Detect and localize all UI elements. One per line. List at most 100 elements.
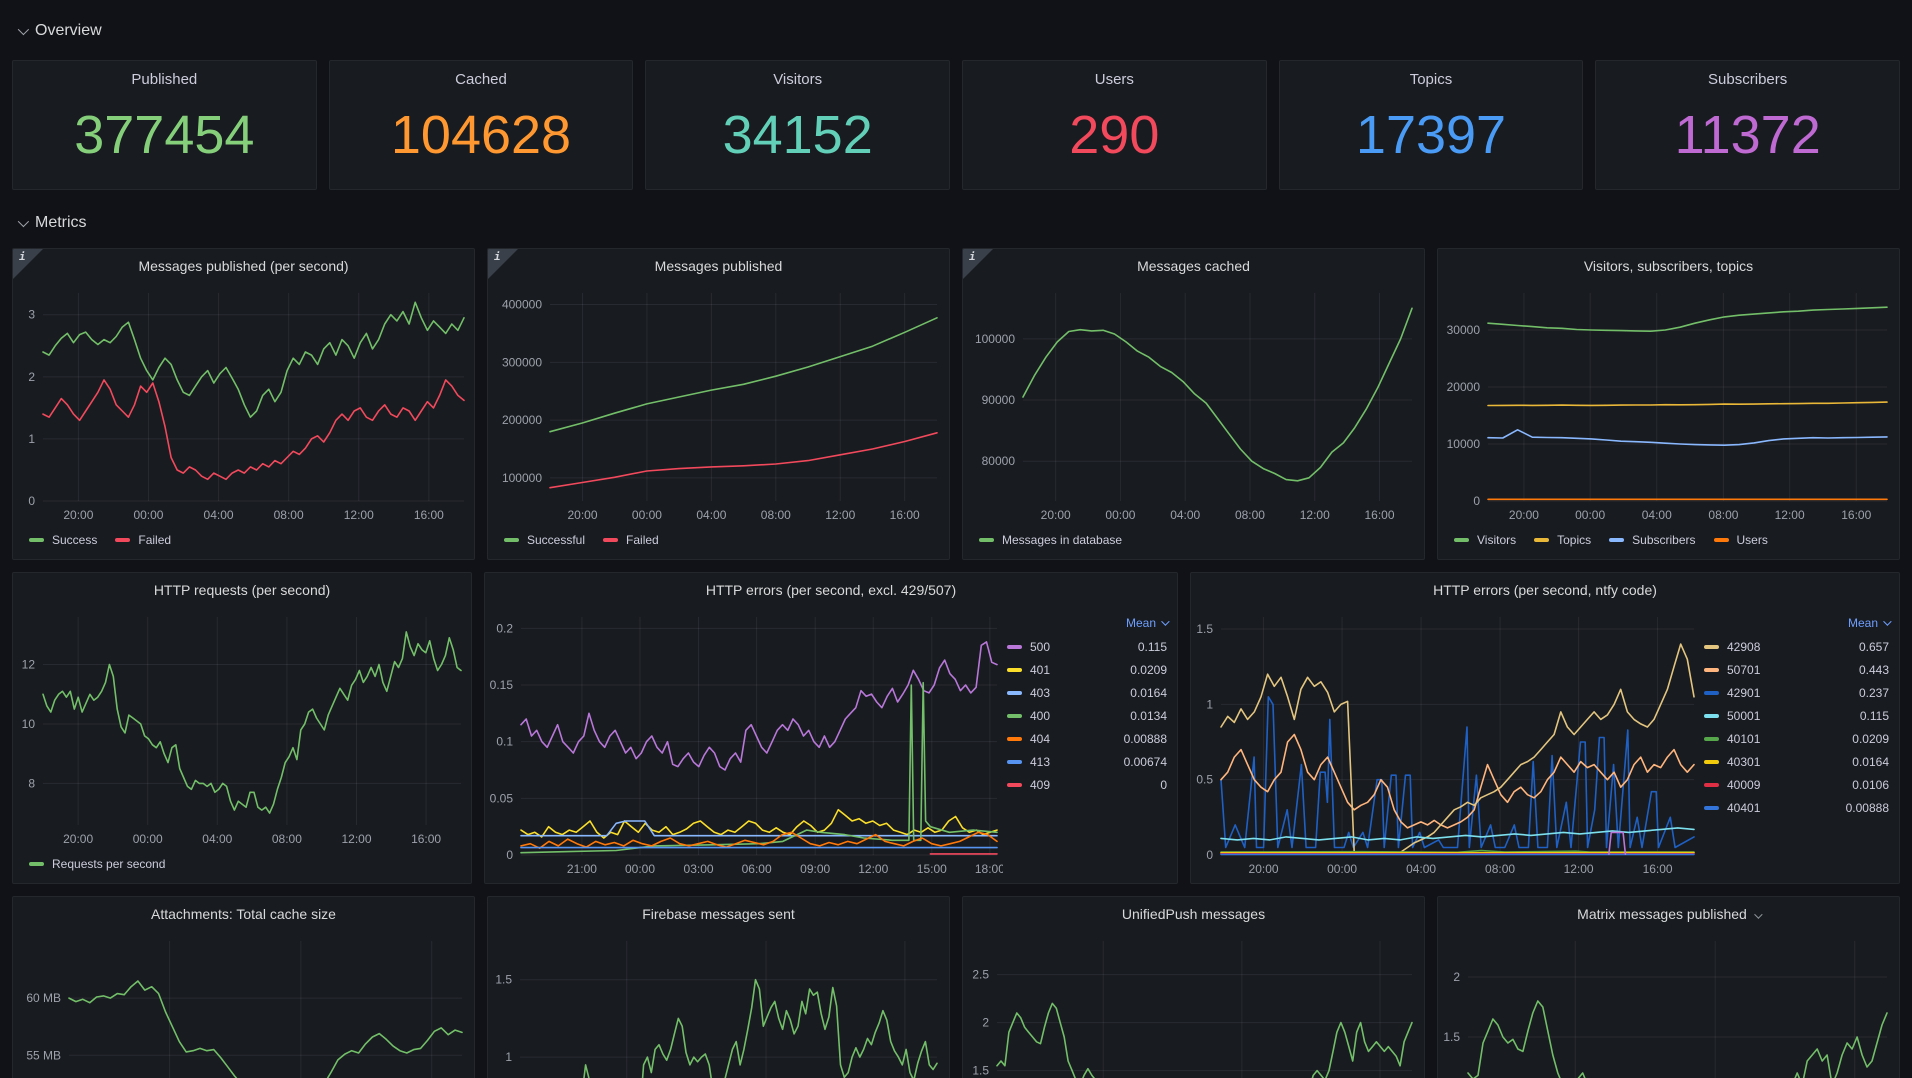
svg-text:08:00: 08:00: [761, 508, 791, 522]
legend-label: 400: [1030, 708, 1051, 723]
panel-title[interactable]: Messages cached: [1137, 258, 1250, 274]
legend-swatch: [1007, 644, 1022, 649]
stat-panel[interactable]: Published 377454: [12, 60, 317, 190]
panel-messages-published: i Messages published 100000 200000 300000 4…: [487, 248, 950, 560]
svg-text:20:00: 20:00: [567, 508, 597, 522]
legend-item[interactable]: Visitors: [1454, 533, 1516, 547]
legend-table-row[interactable]: 40401 0.00888: [1704, 796, 1889, 819]
svg-text:1: 1: [505, 1050, 512, 1064]
legend-table-row[interactable]: 42901 0.237: [1704, 681, 1889, 704]
stat-value: 34152: [722, 104, 873, 165]
legend-swatch: [1534, 538, 1550, 542]
legend-mean-header[interactable]: Mean: [1704, 611, 1892, 635]
stat-title: Subscribers: [1708, 71, 1788, 88]
panel-title[interactable]: HTTP requests (per second): [153, 582, 331, 598]
legend-table-row[interactable]: 40301 0.0164: [1704, 750, 1889, 773]
stat-value: 104628: [390, 104, 572, 165]
legend-mean-header[interactable]: Mean: [1007, 611, 1170, 635]
legend-table-row[interactable]: 50701 0.443: [1704, 658, 1889, 681]
legend-table-row[interactable]: 401 0.0209: [1007, 658, 1167, 681]
svg-text:16:00: 16:00: [1365, 508, 1395, 522]
stat-panel[interactable]: Topics 17397: [1278, 60, 1584, 190]
legend-item[interactable]: Failed: [115, 533, 171, 547]
svg-text:100000: 100000: [975, 332, 1015, 346]
section-metrics-header[interactable]: Metrics: [12, 210, 1900, 236]
svg-text:09:00: 09:00: [800, 862, 830, 876]
time-series-chart[interactable]: 80000 90000 100000 20:00 00:00 04:00 08:00 12:0…: [963, 283, 1424, 527]
legend-table-row[interactable]: 42908 0.657: [1704, 635, 1889, 658]
svg-text:00:00: 00:00: [133, 832, 163, 846]
legend-table-row[interactable]: 50001 0.115: [1704, 704, 1889, 727]
legend-table-row[interactable]: 40101 0.0209: [1704, 727, 1889, 750]
legend-item[interactable]: Failed: [603, 533, 659, 547]
panel-title[interactable]: UnifiedPush messages: [1121, 906, 1266, 922]
svg-text:1: 1: [1206, 697, 1213, 711]
stat-panel[interactable]: Subscribers 11372: [1595, 60, 1900, 190]
svg-text:0: 0: [1473, 494, 1480, 508]
legend-table-row[interactable]: 400 0.0134: [1007, 704, 1167, 727]
legend-label: Failed: [138, 533, 172, 547]
stat-value: 290: [1069, 104, 1160, 165]
legend-table-row[interactable]: 500 0.115: [1007, 635, 1167, 658]
svg-text:60 MB: 60 MB: [26, 991, 61, 1005]
time-series-chart[interactable]: 0 1 2 3 20:00 00:00 04:00 08:00 12:00 16:00: [13, 283, 474, 527]
panel-title[interactable]: HTTP errors (per second, ntfy code): [1433, 582, 1657, 598]
panel-title[interactable]: Firebase messages sent: [642, 906, 795, 922]
legend-item[interactable]: Messages in database: [979, 533, 1122, 547]
legend-mean-value: 0.0209: [1852, 731, 1889, 746]
legend-item[interactable]: Users: [1713, 533, 1768, 547]
legend-swatch: [1007, 736, 1022, 741]
legend-swatch: [1007, 759, 1022, 764]
svg-text:12:00: 12:00: [1300, 508, 1330, 522]
svg-text:16:00: 16:00: [890, 508, 920, 522]
chart-legend: Messages in database: [963, 527, 1424, 559]
panel-title[interactable]: Messages published (per second): [138, 258, 349, 274]
svg-text:1.5: 1.5: [495, 973, 512, 987]
time-series-chart[interactable]: 0 10000 20000 30000 20:00 00:00 04:00 08:00 12:0…: [1438, 283, 1899, 527]
svg-text:08:00: 08:00: [1485, 862, 1515, 876]
stat-panel[interactable]: Cached 104628: [328, 60, 634, 190]
stat-panel[interactable]: Visitors 34152: [645, 60, 950, 190]
legend-table-row[interactable]: 40009 0.0106: [1704, 773, 1889, 796]
legend-item[interactable]: Success: [29, 533, 97, 547]
legend-table-row[interactable]: 413 0.00674: [1007, 750, 1167, 773]
svg-text:00:00: 00:00: [625, 862, 655, 876]
panel-title[interactable]: Visitors, subscribers, topics: [1583, 258, 1754, 274]
legend-label: 409: [1030, 777, 1051, 792]
svg-text:1.5: 1.5: [1196, 622, 1213, 636]
time-series-chart[interactable]: 0 0.05 0.1 0.15 0.2 21:00 00:00 03:00 06:00 09:00…: [485, 607, 1003, 883]
legend-table-row[interactable]: 403 0.0164: [1007, 681, 1167, 704]
svg-text:2: 2: [28, 370, 35, 384]
time-series-chart[interactable]: 0 0.5 1 1.5 20:00 00:00 04:00 08:00 12:00 16:00: [1191, 607, 1700, 883]
section-metrics-title: Metrics: [35, 214, 87, 231]
legend-item[interactable]: Successful: [504, 533, 585, 547]
legend-item[interactable]: Topics: [1534, 533, 1591, 547]
svg-text:0: 0: [506, 848, 513, 862]
panel-title[interactable]: HTTP errors (per second, excl. 429/507): [705, 582, 957, 598]
svg-text:16:00: 16:00: [1841, 508, 1871, 522]
svg-text:1: 1: [28, 432, 35, 446]
legend-item[interactable]: Requests per second: [29, 857, 165, 871]
legend-item[interactable]: Subscribers: [1609, 533, 1696, 547]
panel-messages-cached: i Messages cached 80000 90000 100000 20:00 0…: [962, 248, 1425, 560]
panel-title[interactable]: Matrix messages published: [1438, 897, 1899, 931]
section-overview-header[interactable]: Overview: [12, 18, 1900, 44]
panel-title[interactable]: Messages published: [654, 258, 783, 274]
legend-swatch: [29, 538, 44, 542]
legend-table: Mean 42908 0.657 50701 0.443 42901 0.237 50001 0…: [1700, 607, 1899, 883]
legend-table-row[interactable]: 409 0: [1007, 773, 1167, 796]
legend-table-row[interactable]: 404 0.00888: [1007, 727, 1167, 750]
legend-swatch: [29, 862, 44, 866]
svg-text:00:00: 00:00: [1575, 508, 1605, 522]
stat-panel[interactable]: Users 290: [961, 60, 1267, 190]
time-series-chart[interactable]: 8 10 12 20:00 00:00 04:00 08:00 12:00 16:00: [13, 607, 471, 851]
legend-swatch: [1713, 538, 1729, 542]
time-series-chart[interactable]: 100000 200000 300000 400000 20:00 00:00 04:00 0…: [488, 283, 949, 527]
panel-title[interactable]: Attachments: Total cache size: [151, 906, 336, 922]
panel-http-requests: HTTP requests (per second) 8 10 12 20:00 00:…: [12, 572, 472, 884]
